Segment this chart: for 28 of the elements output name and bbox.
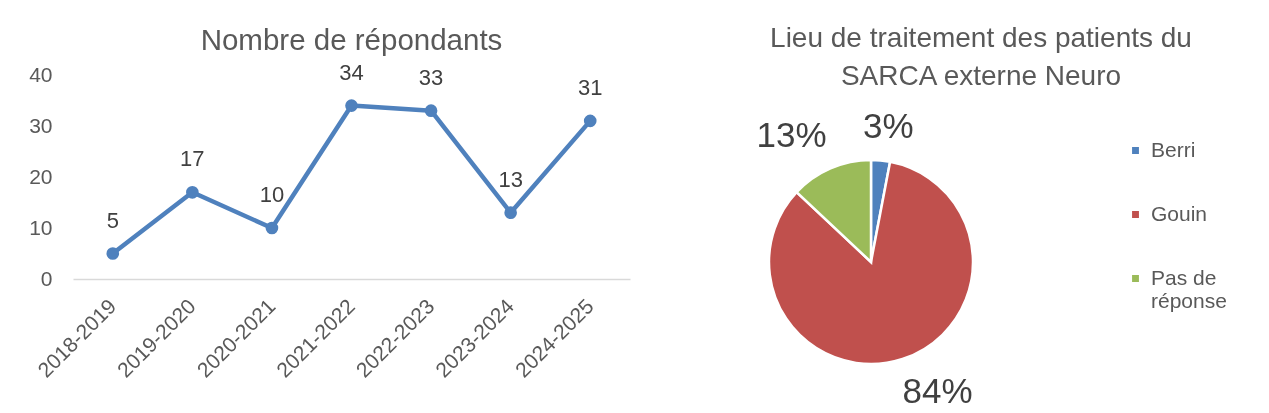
y-tick-label: 20 xyxy=(29,164,53,188)
pie-slice xyxy=(767,160,975,366)
chart-title: Lieu de traitement des patients du SARCA externe Neuro xyxy=(770,22,1192,92)
point xyxy=(265,221,279,235)
point xyxy=(504,206,517,220)
y-tick-label: 40 xyxy=(29,62,53,86)
point xyxy=(424,104,438,118)
data-label: 34 xyxy=(339,59,364,85)
data-label: 13% xyxy=(756,115,827,155)
point xyxy=(106,247,120,260)
y-tick-label: 10 xyxy=(29,215,53,239)
data-label: 10 xyxy=(259,182,285,207)
data-label: 13 xyxy=(498,166,523,192)
point xyxy=(345,99,358,112)
chart-title: Nombre de répondants xyxy=(200,23,503,57)
data-label: 84% xyxy=(902,370,973,410)
point xyxy=(186,185,199,199)
data-label: 5 xyxy=(106,207,119,233)
data-label: 3% xyxy=(862,106,914,146)
legend-label: Pas de réponse xyxy=(1151,265,1227,312)
point xyxy=(583,114,597,128)
y-tick-label: 0 xyxy=(40,266,53,290)
data-label: 33 xyxy=(418,64,444,90)
legend-label: Gouin xyxy=(1151,201,1208,225)
y-tick-label: 30 xyxy=(29,113,53,137)
data-label: 17 xyxy=(180,146,205,172)
data-label: 31 xyxy=(577,74,603,100)
legend-label: Berri xyxy=(1151,137,1196,161)
